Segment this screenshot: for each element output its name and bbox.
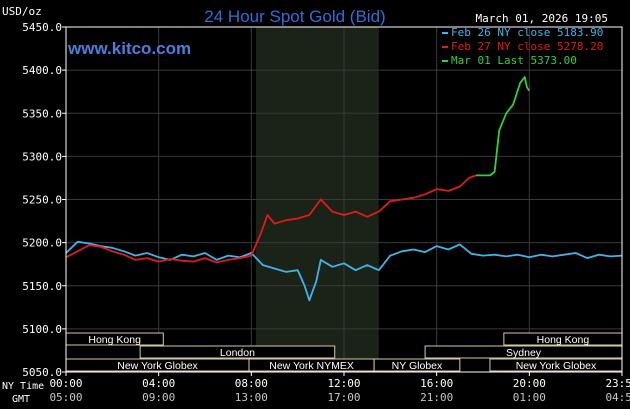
session-label: Hong Kong (88, 334, 141, 346)
x-tick-label-ny: 23:59 (605, 377, 630, 390)
session-box (139, 345, 336, 359)
x-tick-label-ny: 04:00 (142, 377, 175, 390)
y-tick-label: 5250.0 (22, 194, 62, 207)
legend-entry: Feb 27 NY close 5278.20 (451, 40, 603, 53)
session-label: New York Globex (117, 360, 198, 372)
x-tick-label-ny: 16:00 (420, 377, 453, 390)
x-tick-label-gmt: 04:59 (605, 391, 630, 404)
y-tick-label: 5150.0 (22, 280, 62, 293)
y-tick-label: 5100.0 (22, 323, 62, 336)
y-tick-label: 5450.0 (22, 21, 62, 34)
x-tick-label-ny: 20:00 (513, 377, 546, 390)
session-label: New York NYMEX (269, 360, 354, 372)
session-label: London (220, 347, 255, 359)
y-tick-label: 5300.0 (22, 150, 62, 163)
x-tick-label-ny: 08:00 (235, 377, 268, 390)
y-tick-label: 5400.0 (22, 64, 62, 77)
session-label: NY Globex (392, 360, 443, 372)
x-tick-label-gmt: 17:00 (327, 391, 360, 404)
timestamp: March 01, 2026 19:05 (476, 12, 608, 25)
legend-entry: Feb 26 NY close 5183.90 (451, 26, 603, 39)
x-tick-label-gmt: 09:00 (142, 391, 175, 404)
y-tick-label: 5200.0 (22, 237, 62, 250)
y-axis-unit: USD/oz (2, 5, 42, 18)
x-tick-label-ny: 12:00 (327, 377, 360, 390)
session-label: New York Globex (516, 360, 597, 372)
series-line-2 (476, 76, 531, 177)
x-row-label-gmt: GMT (12, 394, 30, 405)
legend-entry: Mar 01 Last 5373.00 (451, 54, 577, 67)
chart-title: 24 Hour Spot Gold (Bid) (204, 7, 385, 26)
y-tick-label: 5350.0 (22, 107, 62, 120)
y-axis-ticks: 5050.0 5100.0 5150.0 5200.0 5250.0 5300.0 5350… (22, 21, 66, 379)
x-tick-label-gmt: 21:00 (420, 391, 453, 404)
series-line-0 (65, 240, 623, 302)
series-line-1 (65, 174, 477, 264)
x-tick-label-gmt: 13:00 (235, 391, 268, 404)
session-label: Sydney (506, 347, 542, 359)
kitco-watermark: www.kitco.com (67, 39, 191, 58)
session-label: Hong Kong (537, 334, 590, 346)
x-row-label-ny: NY Time (2, 381, 44, 392)
x-tick-label-gmt: 01:00 (513, 391, 546, 404)
price-series (65, 76, 623, 302)
session-box (373, 358, 461, 372)
x-tick-label-gmt: 05:00 (49, 391, 82, 404)
x-tick-label-ny: 00:00 (49, 377, 82, 390)
y-tick-label: 5050.0 (22, 366, 62, 379)
